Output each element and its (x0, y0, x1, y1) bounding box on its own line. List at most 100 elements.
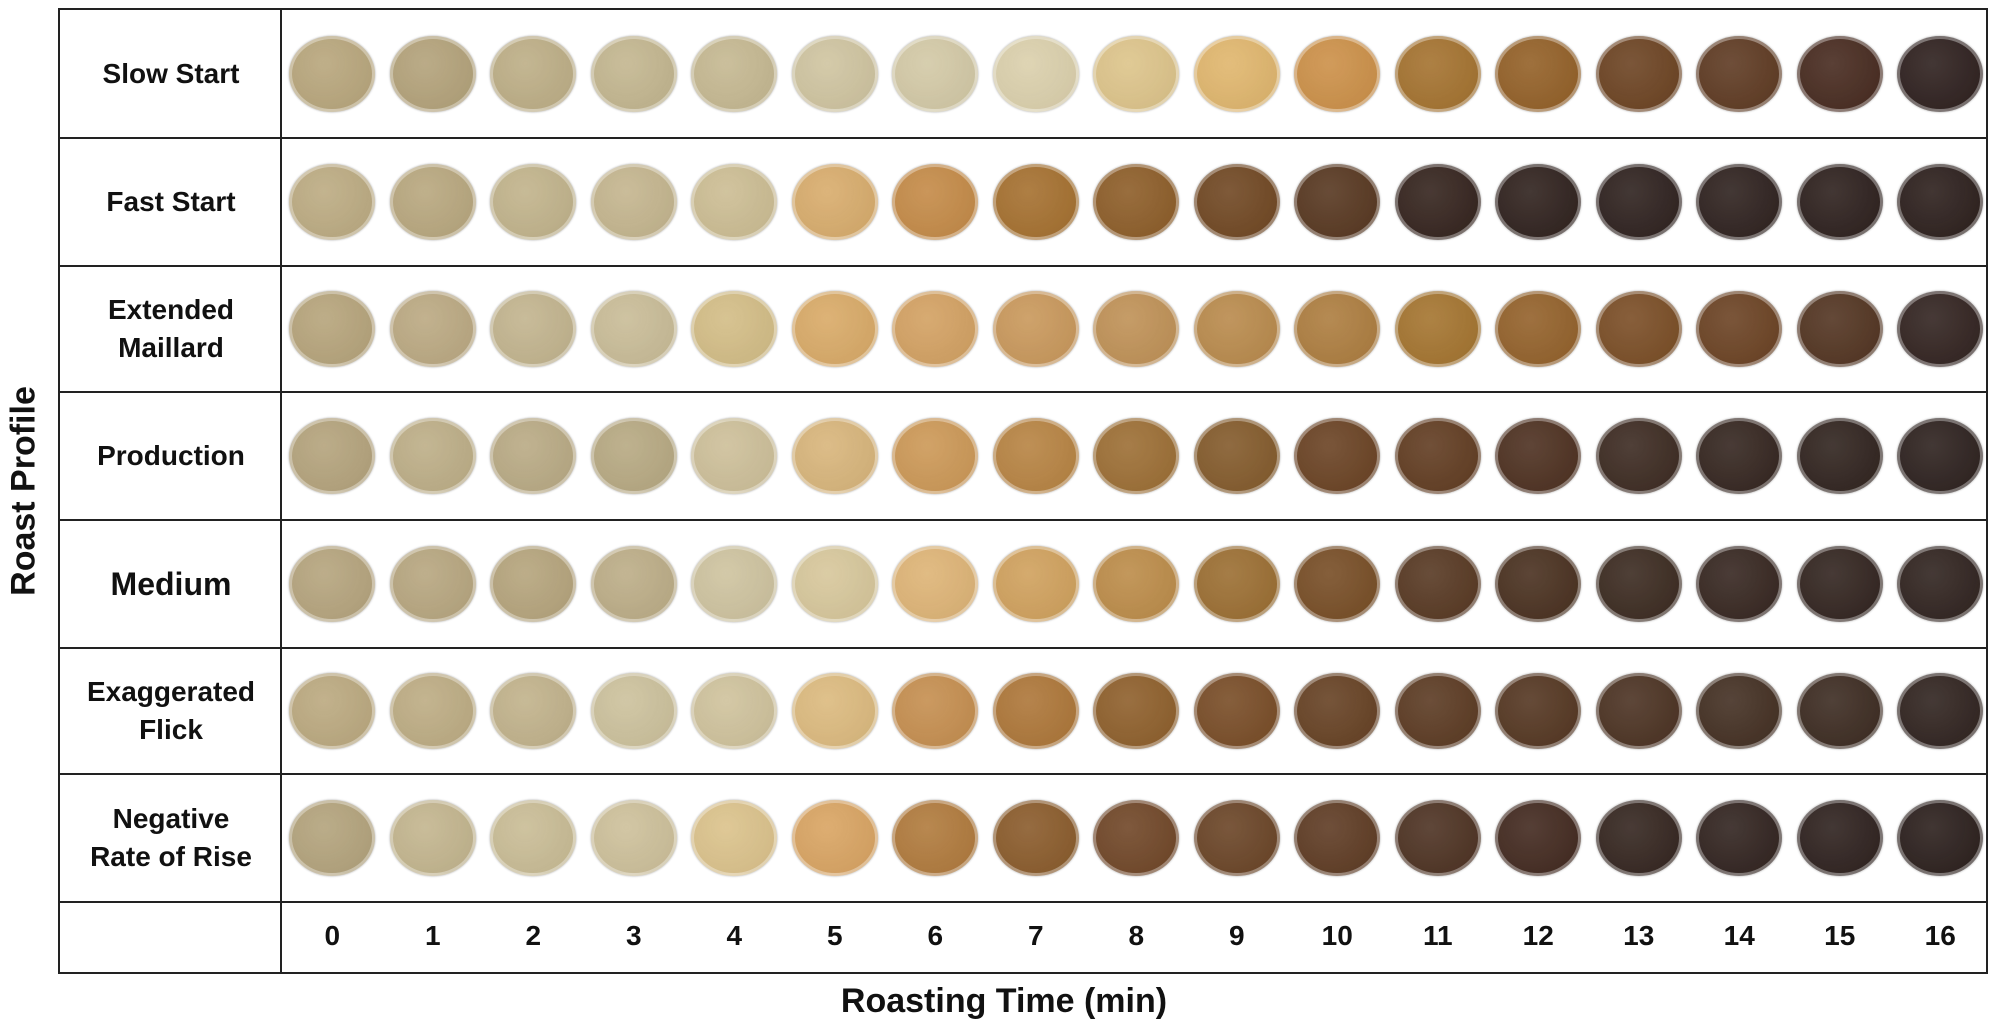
row-label: Extended Maillard (107, 294, 235, 363)
roast-sample (389, 800, 476, 876)
roast-sample (1093, 418, 1180, 494)
roast-sample (1897, 673, 1984, 749)
roast-sample (1193, 546, 1280, 622)
roast-sample (289, 673, 376, 749)
roast-sample (289, 800, 376, 876)
roast-sample (1294, 291, 1381, 367)
roast-sample (1193, 291, 1280, 367)
roast-sample (490, 291, 577, 367)
roast-sample (1897, 800, 1984, 876)
roast-sample (791, 673, 878, 749)
time-tick-label: 11 (1422, 920, 1453, 951)
roast-sample (490, 546, 577, 622)
roast-sample (1495, 546, 1582, 622)
roast-sample (791, 546, 878, 622)
roast-sample (992, 418, 1079, 494)
row-divider (60, 519, 1986, 521)
roast-sample (691, 546, 778, 622)
roast-sample (1093, 164, 1180, 240)
roast-sample (691, 164, 778, 240)
roast-sample (1595, 546, 1682, 622)
time-tick-label: 3 (625, 920, 642, 951)
roast-sample (691, 36, 778, 112)
roast-sample (1093, 800, 1180, 876)
roast-sample (1294, 418, 1381, 494)
roast-sample (1294, 546, 1381, 622)
roast-sample (1093, 673, 1180, 749)
roast-sample (1394, 546, 1481, 622)
time-tick-label: 15 (1824, 920, 1856, 951)
roast-sample (992, 291, 1079, 367)
time-tick-label: 8 (1128, 920, 1145, 951)
roast-sample (490, 673, 577, 749)
roast-sample (289, 291, 376, 367)
roast-sample (791, 164, 878, 240)
roast-sample (992, 800, 1079, 876)
roast-sample (1595, 291, 1682, 367)
roast-sample (1796, 546, 1883, 622)
x-axis-label: Roasting Time (min) (840, 982, 1168, 1020)
roast-sample (691, 673, 778, 749)
roast-sample (892, 418, 979, 494)
roast-sample (590, 546, 677, 622)
roast-sample (1495, 418, 1582, 494)
roast-sample (892, 36, 979, 112)
roast-sample (289, 546, 376, 622)
roast-sample (1394, 36, 1481, 112)
roast-sample (1595, 800, 1682, 876)
roast-sample (1595, 36, 1682, 112)
row-divider (60, 265, 1986, 267)
roast-table: Slow Start Fast Start Extended Maillard Pro… (58, 8, 1988, 974)
time-tick-label: 1 (424, 920, 441, 951)
roast-sample (1093, 291, 1180, 367)
roast-sample (691, 418, 778, 494)
roast-sample (1595, 418, 1682, 494)
label-column-divider (280, 10, 282, 972)
roast-sample (791, 291, 878, 367)
row-divider (60, 137, 1986, 139)
roast-sample (1495, 291, 1582, 367)
roast-sample (1897, 418, 1984, 494)
roast-sample (791, 36, 878, 112)
roast-sample (490, 36, 577, 112)
roast-sample (1394, 673, 1481, 749)
roast-sample (1294, 800, 1381, 876)
time-tick-label: 10 (1321, 920, 1353, 951)
roast-sample (490, 418, 577, 494)
time-tick-label: 6 (927, 920, 944, 951)
roast-sample (1193, 800, 1280, 876)
roast-sample (389, 164, 476, 240)
roast-sample (389, 673, 476, 749)
roast-sample (1897, 164, 1984, 240)
row-label: Negative Rate of Rise (90, 803, 252, 872)
roast-sample (1294, 673, 1381, 749)
roast-sample (590, 418, 677, 494)
roast-sample (992, 546, 1079, 622)
time-tick-label: 12 (1522, 920, 1554, 951)
roast-sample (490, 164, 577, 240)
roast-sample (892, 800, 979, 876)
roast-sample (1193, 673, 1280, 749)
time-tick-label: 13 (1623, 920, 1655, 951)
roast-sample (1696, 36, 1783, 112)
roast-sample (1796, 800, 1883, 876)
roast-sample (389, 291, 476, 367)
roast-sample (1193, 164, 1280, 240)
roast-sample (1897, 546, 1984, 622)
roast-sample (1294, 164, 1381, 240)
roast-sample (1093, 36, 1180, 112)
row-label: Fast Start (106, 186, 236, 217)
row-divider (60, 773, 1986, 775)
roast-sample (1897, 36, 1984, 112)
roast-sample (1394, 291, 1481, 367)
roast-sample (289, 36, 376, 112)
roast-sample (590, 673, 677, 749)
roast-sample (691, 800, 778, 876)
roast-sample (289, 164, 376, 240)
roast-sample (1696, 418, 1783, 494)
roast-sample (691, 291, 778, 367)
roast-sample (590, 36, 677, 112)
roast-sample (992, 36, 1079, 112)
roast-sample (992, 164, 1079, 240)
roast-sample (1595, 673, 1682, 749)
